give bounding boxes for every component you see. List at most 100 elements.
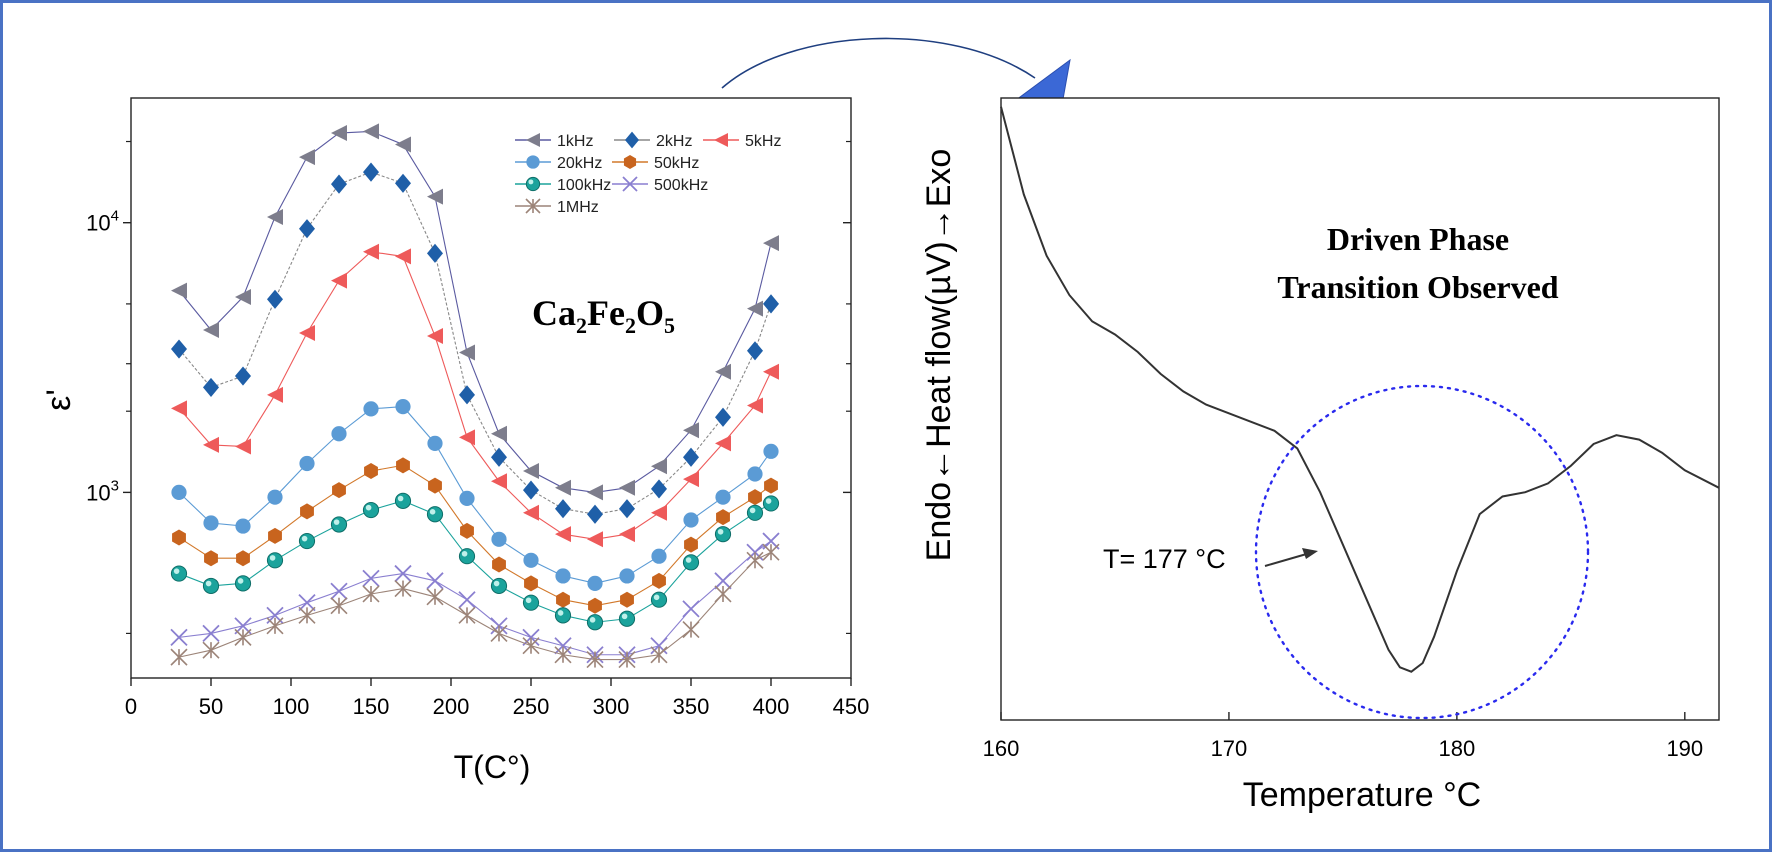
data-point-1MHz: [394, 579, 412, 598]
data-point-500kHz: [554, 637, 572, 655]
left-series-group: [170, 123, 780, 669]
data-point-1kHz: [299, 149, 315, 166]
series-1kHz: [171, 123, 779, 501]
legend-label-1MHz: 1MHz: [557, 199, 599, 216]
data-point-500kHz: [298, 594, 316, 612]
data-point-2kHz: [427, 243, 443, 263]
left-x-tick-label: 400: [753, 694, 790, 719]
marker-stroke: [394, 564, 412, 583]
data-point-1kHz: [459, 344, 475, 361]
data-point-100kHz-highlight: [493, 580, 500, 587]
data-point-100kHz-highlight: [333, 519, 340, 525]
formula-ca: Ca: [532, 293, 576, 333]
legend-label-500kHz: 500kHz: [654, 177, 708, 194]
series-5kHz: [171, 243, 779, 548]
data-point-2kHz: [651, 479, 667, 499]
data-point-1MHz: [202, 641, 220, 659]
data-point-2kHz: [331, 174, 347, 194]
legend-marker-100kHz: [525, 176, 541, 192]
left-y-axis-label: ε': [40, 389, 78, 411]
data-point-2kHz: [523, 480, 539, 500]
data-point-5kHz: [747, 397, 763, 414]
data-point-1MHz: [682, 620, 700, 639]
data-point-100kHz: [426, 506, 444, 523]
legend-label-50kHz: 50kHz: [654, 155, 699, 172]
tick-exponent: 3: [111, 477, 119, 494]
data-point-20kHz: [555, 568, 571, 584]
right-x-tick-label: 180: [1439, 736, 1476, 761]
data-point-1MHz: [266, 617, 284, 635]
data-point-5kHz: [763, 363, 779, 380]
data-point-1MHz: [330, 597, 348, 615]
data-point-1kHz: [491, 425, 507, 442]
data-point-50kHz: [620, 591, 634, 608]
data-point-5kHz: [299, 324, 315, 341]
marker-stroke: [522, 628, 540, 647]
data-point-5kHz: [715, 435, 731, 452]
data-point-500kHz: [330, 582, 348, 600]
right-title-line1: Driven Phase: [1327, 221, 1509, 257]
formula-sub-2: 2: [625, 313, 636, 338]
data-point-50kHz: [556, 591, 570, 608]
data-point-50kHz: [588, 597, 602, 614]
legend-label-20kHz: 20kHz: [557, 155, 602, 172]
data-point-500kHz: [714, 572, 732, 590]
data-point-5kHz: [683, 471, 699, 488]
data-point-1kHz: [651, 458, 667, 475]
data-point-5kHz: [235, 438, 251, 455]
left-x-tick-label: 50: [199, 694, 223, 719]
data-point-1kHz: [331, 125, 347, 142]
right-x-tick-label: 190: [1666, 736, 1703, 761]
connector-arrow: [721, 37, 1036, 89]
data-point-500kHz: [682, 600, 700, 618]
tick-base: 10: [86, 480, 110, 505]
left-x-tick-label: 150: [353, 694, 390, 719]
marker-stroke: [650, 637, 668, 655]
data-point-100kHz: [458, 548, 476, 565]
data-point-20kHz: [763, 443, 779, 459]
legend-marker-1kHz: [526, 133, 540, 147]
data-point-1kHz: [203, 322, 219, 339]
data-point-100kHz-highlight: [301, 535, 308, 542]
tick-exponent: 4: [111, 208, 119, 225]
marker-stroke: [170, 628, 188, 647]
data-point-50kHz: [492, 556, 506, 573]
data-point-20kHz: [235, 518, 251, 534]
left-x-tick-label: 450: [833, 694, 870, 719]
data-point-100kHz: [554, 607, 572, 624]
series-2kHz: [171, 162, 779, 524]
left-y-tick-label: 103: [86, 477, 119, 505]
legend-marker-20kHz: [526, 155, 540, 169]
marker-stroke: [202, 624, 220, 643]
data-point-2kHz: [299, 219, 315, 239]
data-point-1MHz: [522, 637, 540, 655]
temperature-annotation: T= 177 °C: [1103, 544, 1226, 574]
transition-circle: [1254, 384, 1590, 720]
data-point-1MHz: [586, 650, 604, 669]
marker-stroke: [426, 572, 444, 590]
data-point-5kHz: [395, 248, 411, 265]
data-point-5kHz: [555, 526, 571, 543]
data-point-20kHz: [427, 435, 443, 451]
legend-label-5kHz: 5kHz: [745, 133, 781, 150]
data-point-50kHz: [524, 575, 538, 592]
marker-stroke: [362, 569, 380, 587]
data-point-20kHz: [523, 552, 539, 568]
data-point-100kHz: [490, 577, 508, 595]
data-point-50kHz: [364, 463, 378, 480]
data-point-50kHz: [236, 550, 250, 567]
series-line-1kHz: [178, 130, 772, 493]
formula-sub-3: 5: [664, 313, 675, 338]
data-point-20kHz: [587, 575, 603, 591]
right-plot-area: [1000, 97, 1720, 721]
data-point-20kHz: [363, 401, 379, 417]
data-point-5kHz: [427, 328, 443, 345]
data-point-20kHz: [459, 490, 475, 506]
data-point-500kHz: [394, 564, 412, 583]
data-point-100kHz-highlight: [621, 613, 628, 620]
data-point-1MHz: [618, 650, 636, 669]
data-point-1MHz: [554, 646, 572, 664]
data-point-100kHz: [586, 614, 604, 631]
data-point-2kHz: [715, 407, 731, 427]
